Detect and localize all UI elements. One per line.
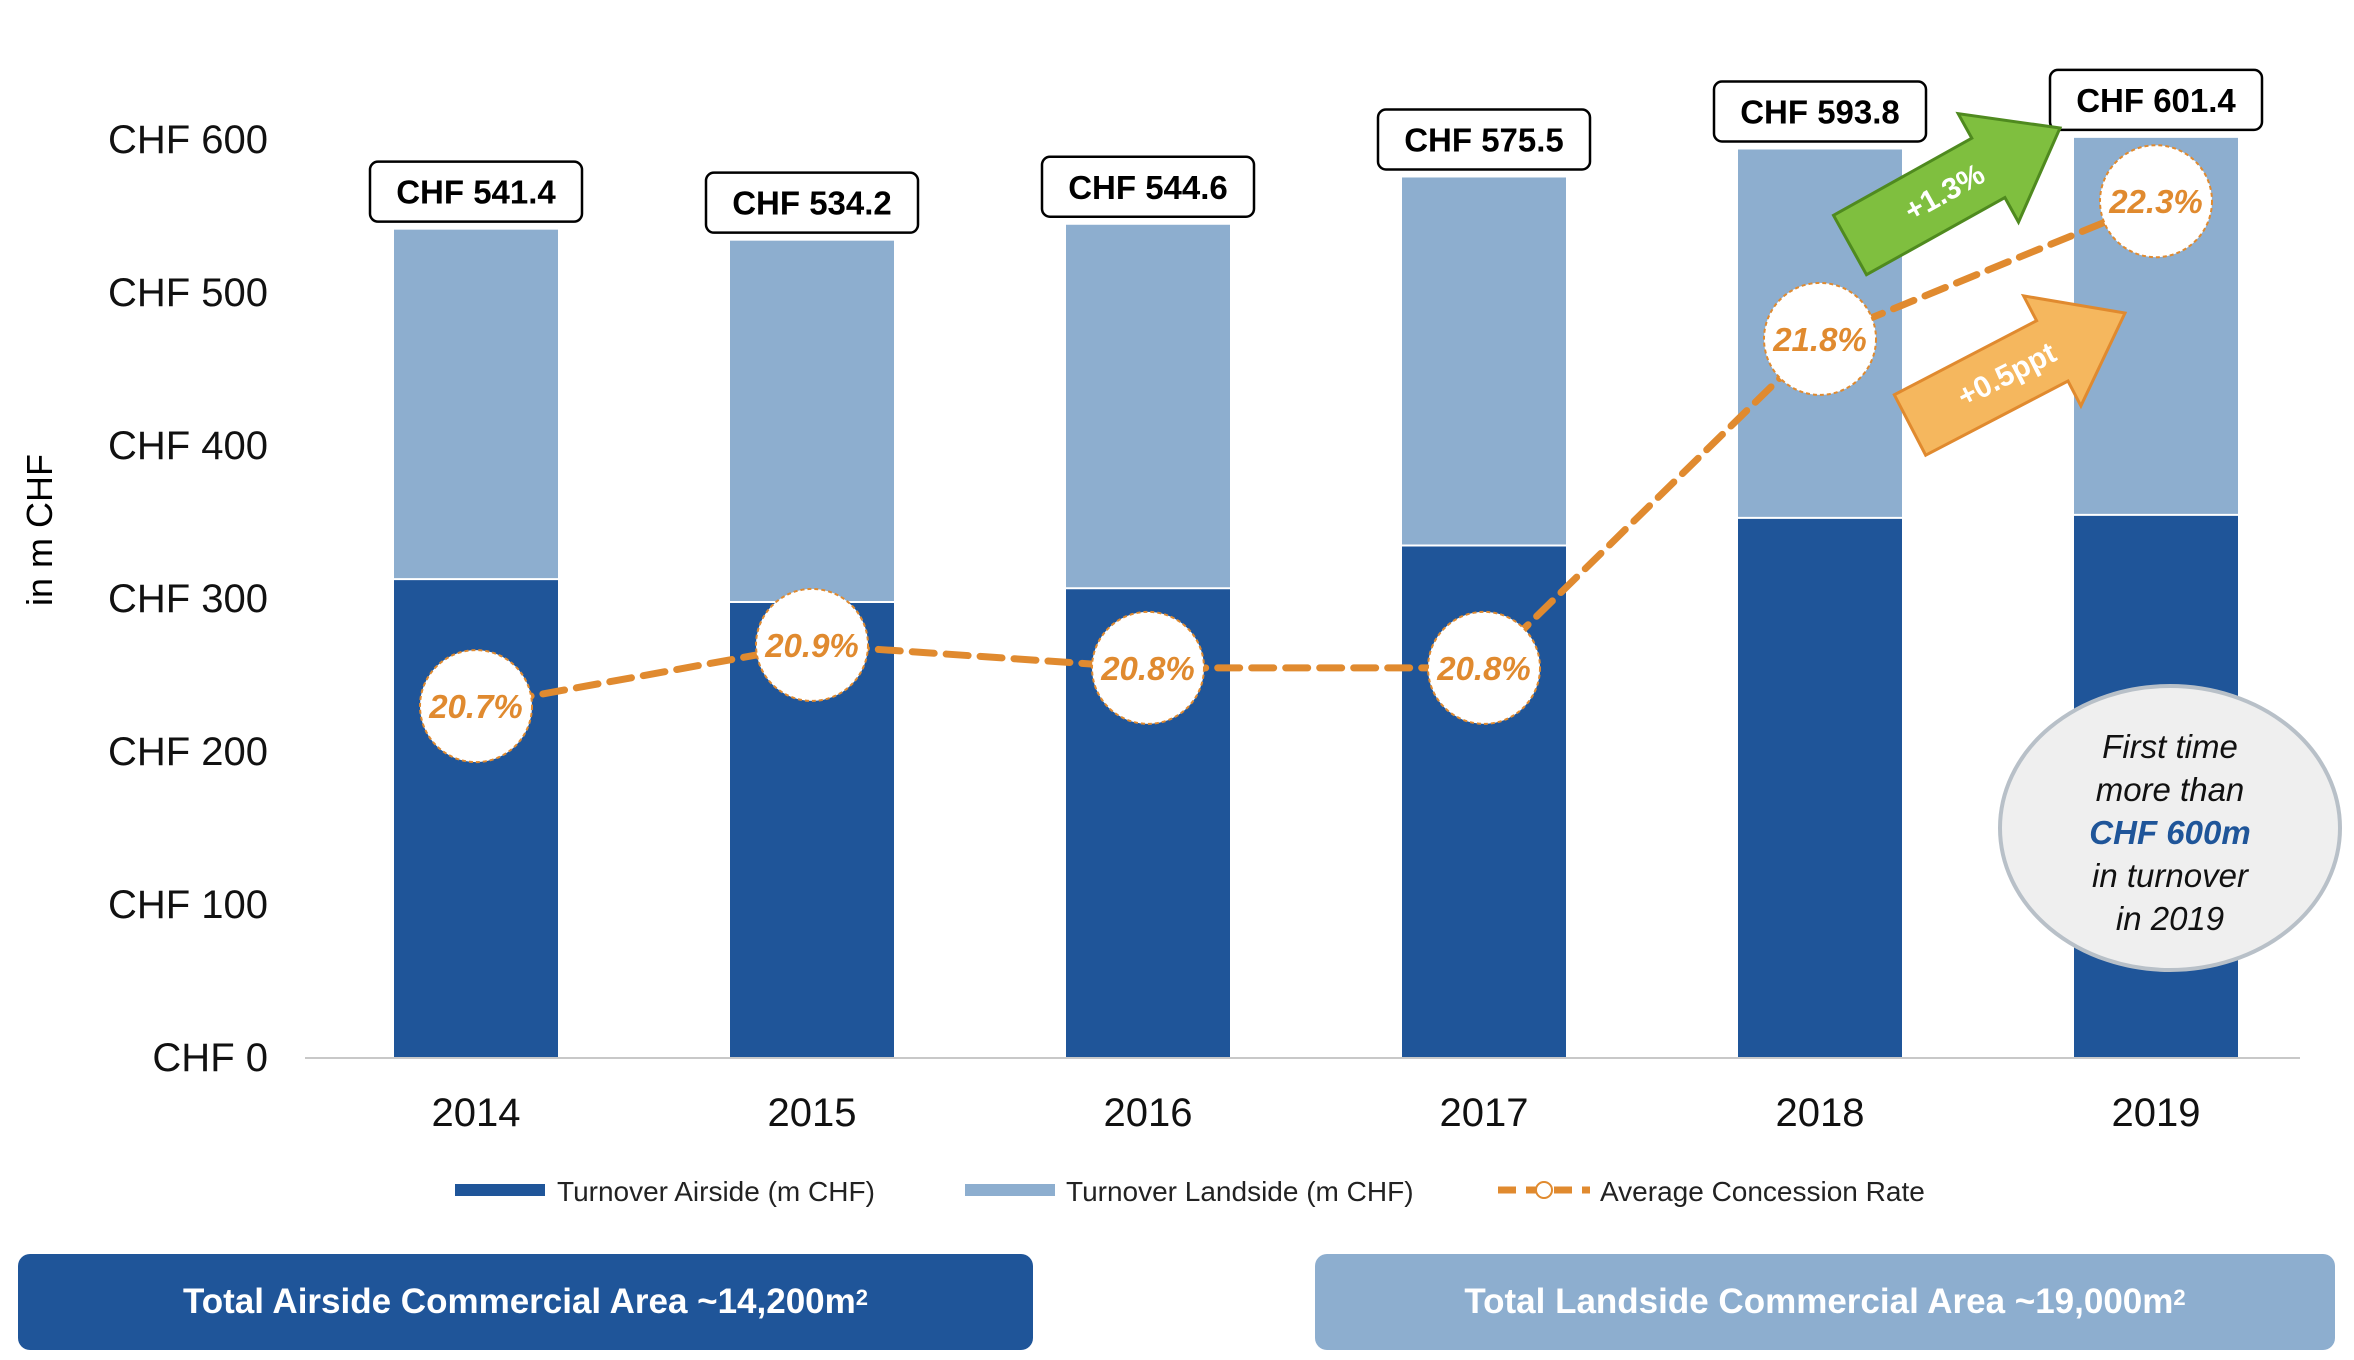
callout-ellipse [1998, 684, 2342, 972]
y-axis-title: in m CHF [19, 454, 60, 606]
total-label: CHF 593.8 [1712, 80, 1928, 143]
total-label-text: CHF 593.8 [1740, 93, 1900, 130]
rate-point: 22.3% [2099, 144, 2213, 259]
rate-label: 20.7% [428, 688, 523, 725]
total-label-text: CHF 541.4 [396, 174, 556, 211]
x-tick-label: 2014 [432, 1091, 521, 1135]
total-label-box [368, 160, 584, 223]
callout-line: in turnover [2092, 857, 2250, 894]
landside-area-label: Total Landside Commercial Area ~19,000m [1464, 1282, 2174, 1321]
total-label: CHF 541.4 [368, 160, 584, 223]
bar-landside [1402, 177, 1566, 546]
airside-area-label: Total Airside Commercial Area ~14,200m [182, 1282, 856, 1321]
legend-swatch-airside [455, 1184, 545, 1196]
growth-arrow-green-shape [1831, 111, 2063, 277]
total-label-box [1376, 108, 1592, 171]
legend-item-airside: Turnover Airside (m CHF) [455, 1176, 875, 1207]
x-tick-label: 2018 [1776, 1091, 1865, 1135]
total-label-box [1040, 155, 1256, 219]
rate-line [472, 197, 2160, 710]
rate-label: 22.3% [2108, 183, 2203, 220]
callout-line: more than [2096, 771, 2245, 808]
legend-item-landside: Turnover Landside (m CHF) [965, 1176, 1414, 1207]
rate-circle [1427, 610, 1541, 725]
y-tick-label: CHF 200 [108, 730, 268, 774]
y-tick-label: CHF 600 [108, 118, 268, 162]
callout-bubble: First time more than CHF 600m in turnover in… [1998, 684, 2342, 972]
rate-circle [755, 587, 869, 702]
bar-airside [1738, 517, 1902, 1058]
callout-line: First time [2102, 728, 2238, 765]
bar-landside [1066, 224, 1230, 589]
stacked-bar-chart: CHF 0 CHF 100 CHF 200 CHF 300 CHF 400 CHF 500… [19, 68, 2342, 1207]
rate-circle [419, 649, 533, 764]
total-label: CHF 544.6 [1040, 155, 1256, 219]
total-label: CHF 601.4 [2048, 68, 2264, 132]
rate-label: 20.8% [1100, 650, 1195, 687]
total-label-text: CHF 601.4 [2076, 82, 2236, 119]
y-tick-label: CHF 400 [108, 424, 268, 468]
rate-point: 20.8% [1091, 610, 1205, 725]
landside-area-box: Total Landside Commercial Area ~19,000m 2 [1315, 1254, 2335, 1350]
total-label-text: CHF 575.5 [1404, 121, 1564, 158]
total-label-box [2048, 68, 2264, 132]
rate-circle [2099, 144, 2213, 259]
total-label-box [1712, 80, 1928, 143]
rate-circle [1091, 610, 1205, 725]
legend-label-rate: Average Concession Rate [1600, 1176, 1925, 1207]
y-tick-label: CHF 100 [108, 883, 268, 927]
rate-point: 20.9% [755, 587, 869, 702]
airside-area-sup: 2 [855, 1285, 868, 1310]
total-label-text: CHF 544.6 [1068, 169, 1228, 206]
legend-swatch-rate-marker [1535, 1181, 1553, 1199]
airside-area-box: Total Airside Commercial Area ~14,200m 2 [18, 1254, 1033, 1350]
total-label: CHF 534.2 [704, 171, 920, 234]
callout-line: in 2019 [2116, 900, 2224, 937]
y-tick-label: CHF 500 [108, 271, 268, 315]
rate-point: 20.8% [1427, 610, 1541, 725]
x-tick-label: 2017 [1440, 1091, 1529, 1135]
legend-label-landside: Turnover Landside (m CHF) [1066, 1176, 1414, 1207]
total-label-text: CHF 534.2 [732, 185, 892, 222]
rate-label: 20.8% [1436, 650, 1531, 687]
rate-label: 20.9% [764, 627, 859, 664]
x-tick-label: 2016 [1104, 1091, 1193, 1135]
landside-area-sup: 2 [2173, 1285, 2186, 1310]
y-tick-label: CHF 300 [108, 577, 268, 621]
bar-landside [730, 240, 894, 603]
legend-item-rate: Average Concession Rate [1498, 1176, 1925, 1207]
rate-circle [1763, 281, 1877, 396]
x-tick-label: 2019 [2112, 1091, 2201, 1135]
x-tick-label: 2015 [768, 1091, 857, 1135]
y-tick-label: CHF 0 [152, 1036, 268, 1080]
legend-swatch-landside [965, 1184, 1055, 1196]
rate-label: 21.8% [1772, 321, 1867, 358]
rate-point: 20.7% [419, 649, 533, 764]
bar-landside [394, 229, 558, 580]
growth-arrow-green: +1.3% [1831, 111, 2063, 277]
legend-label-airside: Turnover Airside (m CHF) [557, 1176, 875, 1207]
rate-point: 21.8% [1763, 281, 1877, 396]
growth-arrow-orange-shape [1892, 293, 2128, 458]
total-label: CHF 575.5 [1376, 108, 1592, 171]
callout-line: CHF 600m [2089, 814, 2250, 851]
total-label-box [704, 171, 920, 234]
